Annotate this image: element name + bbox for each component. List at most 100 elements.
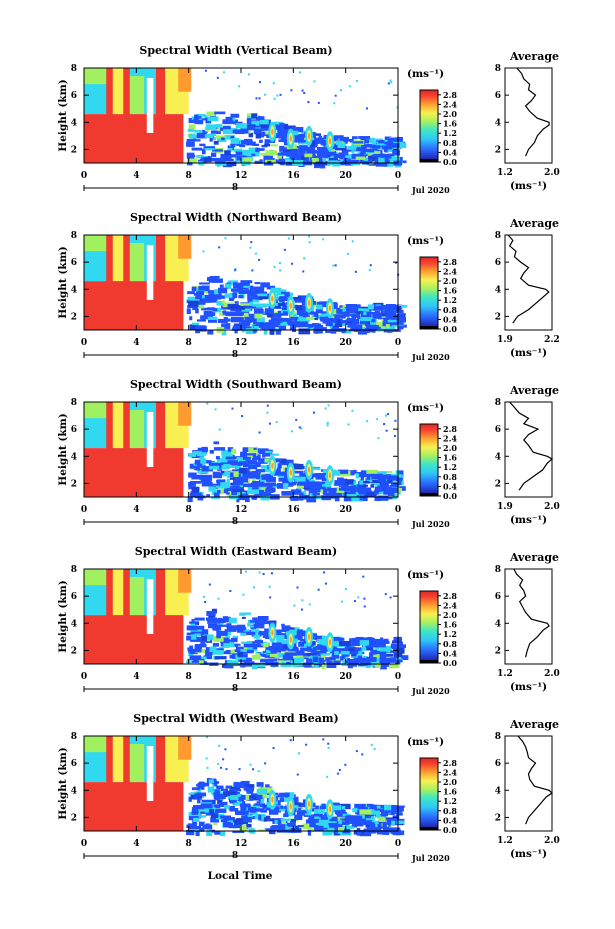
heatmap-cell <box>281 151 291 155</box>
colorbar-tick-label: 1.2 <box>443 128 457 138</box>
x-tick-label: 4 <box>133 839 139 849</box>
heatmap-cell <box>261 621 269 625</box>
heatmap-cell <box>194 647 202 653</box>
heatmap-cell <box>389 805 394 808</box>
heatmap-cell <box>344 763 347 766</box>
heatmap-cell <box>281 824 289 830</box>
heatmap-cell <box>243 629 250 632</box>
heatmap-cell <box>244 138 253 143</box>
heatmap-cell <box>209 449 214 454</box>
heatmap-cell <box>271 642 282 648</box>
heatmap-cell <box>280 825 284 832</box>
heatmap-cell <box>213 822 218 826</box>
heatmap-cell <box>203 299 213 303</box>
heatmap-cell <box>381 471 393 474</box>
heatmap-cell <box>356 650 363 656</box>
heatmap-cell <box>186 625 198 631</box>
heatmap-cell <box>366 469 378 474</box>
heatmap-cell <box>355 79 358 82</box>
heatmap-cell <box>255 295 263 301</box>
heatmap-cell <box>378 489 383 495</box>
heatmap-cell <box>199 158 207 164</box>
heatmap-cell <box>194 459 201 465</box>
heatmap-cell <box>295 816 301 819</box>
heatmap-cell <box>344 491 356 496</box>
heatmap-cell <box>275 632 284 637</box>
heatmap-cell <box>213 793 224 800</box>
heatmap-cell <box>275 127 288 130</box>
heatmap-cell <box>296 311 302 315</box>
heatmap-cell <box>233 121 238 124</box>
heatmap-cell <box>290 662 303 667</box>
heatmap-cell <box>252 815 256 820</box>
heatmap-cell <box>392 150 400 156</box>
heatmap-cell <box>335 810 346 814</box>
heatmap-cell <box>188 124 196 130</box>
heatmap-cell <box>128 577 145 616</box>
heatmap-cell <box>191 286 197 292</box>
x-tick-label: 4 <box>133 505 139 515</box>
heatmap-cell <box>336 493 343 496</box>
heatmap-cell <box>335 819 348 825</box>
heatmap-cell <box>223 319 228 324</box>
heatmap-cell <box>360 658 373 662</box>
heatmap-cell <box>192 817 200 822</box>
heatmap-cell <box>213 307 222 313</box>
heatmap-cell <box>315 475 326 480</box>
heatmap-cell <box>334 94 337 97</box>
heatmap-cell <box>374 151 381 154</box>
heatmap-cell <box>299 472 304 478</box>
heatmap-cell <box>209 646 217 653</box>
heatmap-cell <box>245 328 257 335</box>
heatmap-cell <box>252 303 260 307</box>
heatmap-cell <box>230 138 240 144</box>
heatmap-cell <box>268 810 273 815</box>
heatmap-cell <box>345 304 349 309</box>
heatmap-cell <box>195 325 207 332</box>
heatmap-cell <box>374 310 380 314</box>
heatmap-cell <box>241 329 246 333</box>
heatmap-cell <box>191 147 203 151</box>
heatmap-cell <box>265 620 277 624</box>
heatmap-cell <box>188 117 198 124</box>
heatmap-cell <box>199 656 207 660</box>
heatmap-cell <box>198 821 205 827</box>
heatmap-cell <box>193 130 202 133</box>
heatmap-cell <box>321 495 331 501</box>
heatmap-cell <box>364 309 369 315</box>
heatmap-cell <box>198 285 208 291</box>
heatmap-cell <box>357 328 368 335</box>
heatmap-cell <box>388 809 396 812</box>
heatmap-cell <box>383 162 394 167</box>
heatmap-cell <box>193 450 202 455</box>
heatmap-cell <box>338 806 345 812</box>
heatmap-cell <box>279 648 286 652</box>
heatmap-cell <box>199 162 204 166</box>
heatmap-cell <box>206 494 211 498</box>
heatmap-cell <box>188 453 197 457</box>
heatmap-cell <box>395 304 408 308</box>
heatmap-cell <box>267 487 274 493</box>
heatmap-cell <box>363 817 375 822</box>
heatmap-cell <box>236 496 240 503</box>
heatmap-cell <box>205 124 217 130</box>
heatmap-cell <box>326 487 337 491</box>
heatmap-cell <box>188 814 196 821</box>
heatmap-cell <box>295 305 303 311</box>
heatmap-cell <box>336 314 346 319</box>
heatmap-cell <box>376 418 379 421</box>
panel-title: Spectral Width (Vertical Beam) <box>139 44 332 57</box>
heatmap-cell <box>201 148 206 155</box>
heatmap-cell <box>362 575 365 578</box>
heatmap-cell <box>254 317 266 323</box>
heatmap-cell <box>361 136 366 141</box>
heatmap-cell <box>195 308 199 314</box>
heatmap-cell <box>287 318 293 325</box>
heatmap-cell <box>395 261 398 264</box>
heatmap-cell <box>268 319 275 325</box>
heatmap-cell <box>234 269 237 272</box>
heatmap-cell <box>257 770 260 773</box>
heatmap-cell <box>345 479 354 485</box>
heatmap-cell <box>266 650 277 656</box>
